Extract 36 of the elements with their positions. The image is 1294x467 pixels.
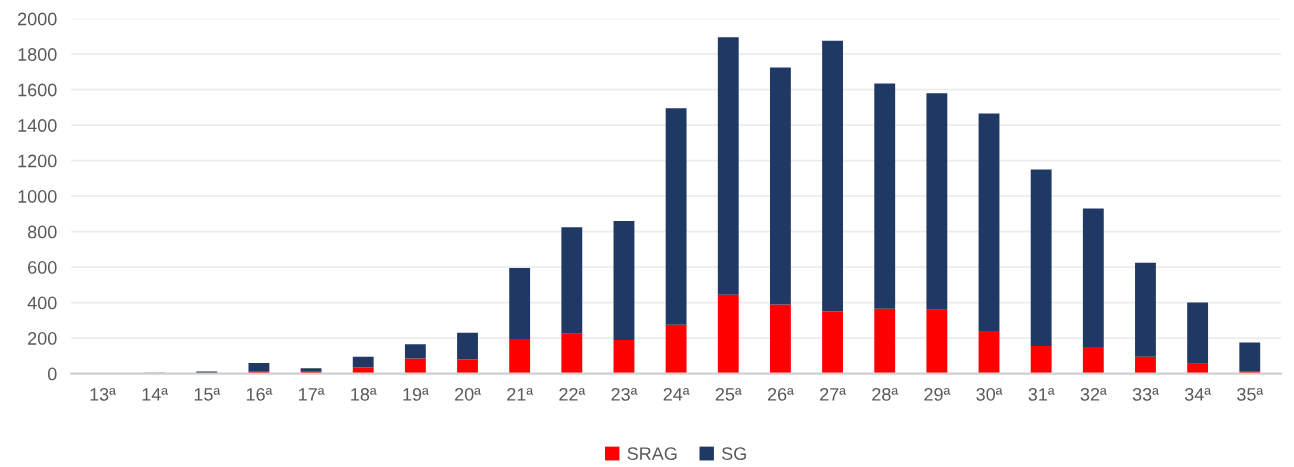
x-tick-label: 26ª xyxy=(767,387,794,401)
x-tick-label: 35ª xyxy=(1237,387,1264,401)
y-tick-label: 1600 xyxy=(18,83,57,97)
y-tick-label: 400 xyxy=(27,296,57,310)
x-tick-label: 32ª xyxy=(1080,387,1107,401)
y-tick-label: 1200 xyxy=(18,154,57,168)
x-tick-label: 29ª xyxy=(924,387,951,401)
y-tick-label: 600 xyxy=(28,261,57,274)
x-tick-label: 30ª xyxy=(976,387,1003,401)
x-tick-label: 23ª xyxy=(611,387,638,401)
x-tick-label: 14ª xyxy=(142,387,169,401)
x-tick-label: 17ª xyxy=(299,387,325,401)
legend-label: SG xyxy=(721,447,746,460)
x-tick-label: 28ª xyxy=(872,387,899,401)
y-tick-label: 1800 xyxy=(18,48,57,61)
x-tick-label: 18ª xyxy=(351,387,377,401)
x-tick-label: 34ª xyxy=(1184,387,1212,401)
x-tick-label: 25ª xyxy=(715,387,742,401)
y-tick-label: 1000 xyxy=(18,190,57,203)
x-tick-label: 20ª xyxy=(455,387,481,401)
x-tick-label: 22ª xyxy=(559,387,586,401)
legend-label: SRAG xyxy=(627,447,677,460)
x-tick-label: 31ª xyxy=(1028,387,1055,401)
x-tick-label: 13ª xyxy=(90,387,116,401)
y-tick-label: 800 xyxy=(27,225,57,239)
x-tick-label: 19ª xyxy=(403,387,429,401)
y-tick-label: 200 xyxy=(28,332,57,345)
x-tick-label: 16ª xyxy=(246,387,273,401)
y-tick-label: 0 xyxy=(47,367,57,381)
x-tick-label: 24ª xyxy=(663,387,690,401)
y-tick-label: 2000 xyxy=(18,12,57,26)
x-tick-label: 33ª xyxy=(1132,387,1159,401)
x-tick-label: 15ª xyxy=(194,387,221,401)
x-tick-label: 21ª xyxy=(507,387,534,401)
y-tick-label: 1400 xyxy=(18,119,57,132)
x-tick-label: 27ª xyxy=(820,387,847,401)
